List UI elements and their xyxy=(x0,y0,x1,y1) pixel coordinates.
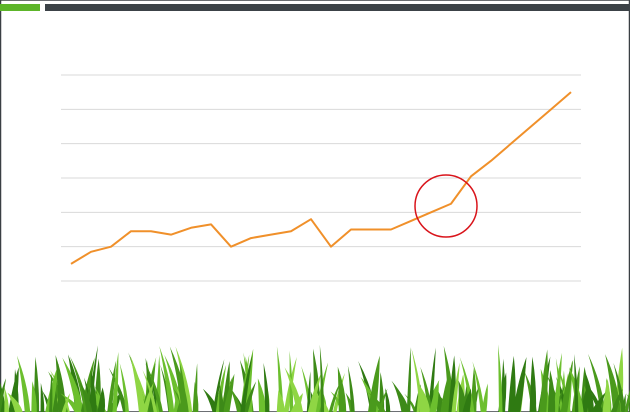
grass-blade xyxy=(243,381,257,412)
grass-blade xyxy=(180,363,187,412)
grass-blade xyxy=(416,390,420,412)
grass-blade xyxy=(142,382,154,412)
grass-blade xyxy=(263,362,270,412)
grass-blade xyxy=(223,373,235,412)
grass-blade xyxy=(276,390,285,412)
grass-blade xyxy=(307,373,322,412)
grass-blade xyxy=(512,357,527,412)
grass-blade xyxy=(547,370,556,412)
grass-blade xyxy=(574,353,579,412)
grass-blade xyxy=(624,389,630,412)
grass-blade xyxy=(404,393,417,412)
plot xyxy=(61,74,581,282)
grass-blade xyxy=(418,383,431,412)
grass-blade xyxy=(175,346,193,412)
grass-blade xyxy=(429,380,439,412)
grass-blade xyxy=(411,348,424,412)
grass-blade xyxy=(112,352,119,412)
grass-blade xyxy=(406,347,411,412)
accent-bar xyxy=(0,4,40,11)
grass-blade xyxy=(62,357,84,412)
grass-blade xyxy=(145,363,163,412)
grass-blade xyxy=(31,381,37,412)
grass-blade xyxy=(337,366,347,412)
grass-blade xyxy=(229,386,242,412)
grass-blade xyxy=(560,360,574,412)
grass-blade xyxy=(539,349,548,412)
grass-blade xyxy=(79,381,93,412)
grass-blade xyxy=(508,355,516,412)
highlight-circle xyxy=(414,174,478,238)
grass-blade xyxy=(610,388,623,412)
grass-blade xyxy=(276,346,284,412)
grass-blade xyxy=(108,367,128,412)
grass-blade xyxy=(119,362,129,412)
grass-blade xyxy=(193,363,198,412)
grass-blade xyxy=(440,376,449,412)
grass-blade xyxy=(306,371,311,412)
grass-blade xyxy=(393,384,410,412)
grass-blade xyxy=(159,345,175,412)
grass-blade xyxy=(49,373,53,412)
grass-blade xyxy=(129,354,146,412)
grass-blade xyxy=(428,347,436,412)
grass-blade xyxy=(613,362,626,412)
grass xyxy=(0,344,630,412)
grass-blade xyxy=(40,382,45,412)
grass-blade xyxy=(605,354,621,412)
grass-blade xyxy=(588,386,602,412)
grass-blade xyxy=(602,378,611,412)
grass-blade xyxy=(90,370,97,412)
grass-blade xyxy=(219,384,224,412)
grass-blade xyxy=(212,359,225,412)
grass-blade xyxy=(290,393,303,412)
grass-blade xyxy=(107,360,117,412)
grass-blade xyxy=(240,354,253,412)
grass-blade xyxy=(16,355,31,412)
grass-blade xyxy=(472,361,485,412)
grass-blade xyxy=(462,388,472,412)
grass-blade xyxy=(377,388,388,412)
grass-blade xyxy=(481,383,488,412)
grass-blade xyxy=(621,393,626,412)
data-line xyxy=(70,91,572,265)
grass-blade xyxy=(451,362,460,412)
grass-blade xyxy=(7,392,23,412)
grass-blade xyxy=(529,356,537,412)
grass-blade xyxy=(4,387,9,412)
grass-blade xyxy=(367,355,380,412)
grass-blade xyxy=(97,387,106,412)
grass-blade xyxy=(385,388,391,412)
grass-blade xyxy=(319,344,325,412)
grass-blade xyxy=(61,393,70,412)
grass-blade xyxy=(347,365,355,412)
grass-blade xyxy=(0,378,7,412)
grass-blade xyxy=(60,393,82,412)
header-bar xyxy=(45,4,630,11)
grass-blade xyxy=(328,382,340,412)
grass-blade xyxy=(498,344,503,412)
grass-blade xyxy=(55,355,67,412)
grass-blade xyxy=(420,366,433,412)
grass-blade xyxy=(553,352,562,412)
grass-blade xyxy=(257,378,267,412)
